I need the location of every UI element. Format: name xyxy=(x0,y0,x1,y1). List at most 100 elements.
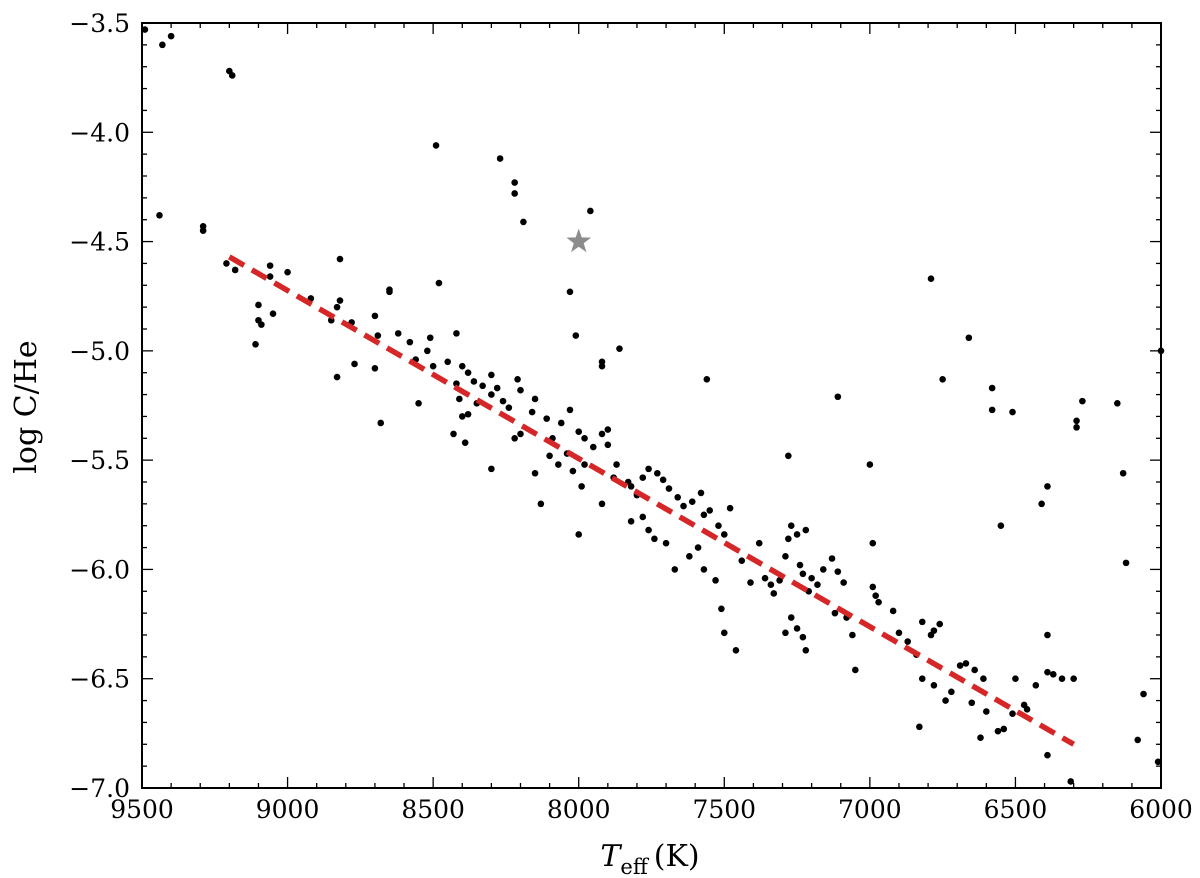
data-point xyxy=(849,631,856,639)
data-point xyxy=(627,518,635,525)
data-point xyxy=(1154,758,1162,766)
data-point xyxy=(1119,469,1127,477)
data-point xyxy=(572,332,580,339)
data-point xyxy=(461,439,469,446)
data-point xyxy=(284,268,291,276)
data-point xyxy=(1044,751,1051,759)
data-point xyxy=(543,415,550,422)
data-point xyxy=(1058,675,1066,683)
data-point xyxy=(983,708,990,715)
y-tick-label: −5.5 xyxy=(69,446,130,475)
data-point xyxy=(639,513,647,521)
data-point xyxy=(686,553,693,560)
data-point xyxy=(718,605,725,613)
data-point xyxy=(426,334,434,342)
data-point xyxy=(720,531,728,538)
data-point xyxy=(767,581,775,589)
axis-ticks xyxy=(141,22,1162,789)
fit-line-layer xyxy=(227,254,1076,747)
y-tick-labels: −3.5 −4.0 −4.5 −5.0 −5.5 −6.0 −6.5 −7.0 xyxy=(69,9,130,803)
data-point xyxy=(1049,671,1057,678)
data-point xyxy=(223,260,230,267)
x-tick-label: 7000 xyxy=(838,795,902,824)
data-point xyxy=(747,579,754,586)
x-tick-label: 8000 xyxy=(547,795,611,824)
data-point xyxy=(336,297,344,304)
data-point xyxy=(488,391,495,398)
data-point xyxy=(406,338,414,346)
data-point xyxy=(458,362,466,370)
data-point xyxy=(977,734,984,742)
data-point xyxy=(394,330,402,337)
data-point xyxy=(799,570,807,578)
data-point xyxy=(371,365,379,372)
data-point xyxy=(444,358,452,366)
data-point xyxy=(450,430,457,438)
data-point xyxy=(904,638,912,645)
data-point xyxy=(785,535,792,543)
data-point xyxy=(869,583,877,591)
data-point xyxy=(1032,681,1040,689)
data-point xyxy=(674,494,682,501)
data-point xyxy=(424,347,431,355)
data-point xyxy=(776,577,783,584)
data-point xyxy=(802,647,810,654)
data-point xyxy=(598,430,606,438)
data-point xyxy=(1009,408,1016,416)
y-tick-label: −6.0 xyxy=(69,555,130,584)
data-point xyxy=(645,465,652,473)
data-point xyxy=(505,404,513,411)
data-point xyxy=(371,312,379,320)
data-point xyxy=(499,397,507,405)
data-point xyxy=(598,500,606,508)
data-point xyxy=(712,577,719,584)
data-point xyxy=(939,375,946,383)
data-point xyxy=(1038,500,1045,508)
x-axis-label-unit: (K) xyxy=(654,839,700,874)
data-point xyxy=(994,727,1002,735)
data-point xyxy=(787,614,795,621)
data-point xyxy=(228,72,236,79)
data-point xyxy=(616,345,623,352)
data-point xyxy=(1140,690,1147,698)
data-point xyxy=(814,581,821,589)
data-point xyxy=(520,218,527,226)
data-point xyxy=(793,625,801,632)
data-point xyxy=(1079,397,1086,405)
x-tick-label: 7500 xyxy=(692,795,756,824)
data-point xyxy=(1073,417,1080,425)
data-point xyxy=(432,142,440,149)
data-point xyxy=(680,502,687,510)
y-tick-label: −7.0 xyxy=(69,774,130,803)
data-point xyxy=(761,574,769,582)
data-point xyxy=(555,461,562,468)
data-point xyxy=(997,522,1005,530)
data-point xyxy=(706,507,714,514)
data-point xyxy=(988,406,996,414)
data-point xyxy=(787,522,795,530)
data-point xyxy=(266,273,274,280)
data-point xyxy=(488,371,495,379)
data-points xyxy=(141,26,1165,785)
data-point xyxy=(872,592,879,599)
data-point xyxy=(1073,424,1080,431)
data-point xyxy=(604,426,612,433)
data-point xyxy=(948,688,955,696)
data-point xyxy=(456,395,463,403)
x-tick-labels: 9500 9000 8500 8000 7500 7000 6500 6000 xyxy=(110,795,1193,824)
data-point xyxy=(930,627,938,634)
data-point xyxy=(231,266,239,274)
data-point xyxy=(141,26,149,33)
data-point xyxy=(537,500,545,508)
data-point xyxy=(415,400,422,407)
data-point xyxy=(988,384,996,392)
data-point xyxy=(156,212,163,219)
data-point xyxy=(511,190,518,197)
data-point xyxy=(639,474,647,481)
data-point xyxy=(697,489,705,497)
data-point xyxy=(613,461,620,468)
data-point xyxy=(688,498,696,505)
x-tick-label: 6500 xyxy=(984,795,1048,824)
data-point xyxy=(1023,706,1031,713)
